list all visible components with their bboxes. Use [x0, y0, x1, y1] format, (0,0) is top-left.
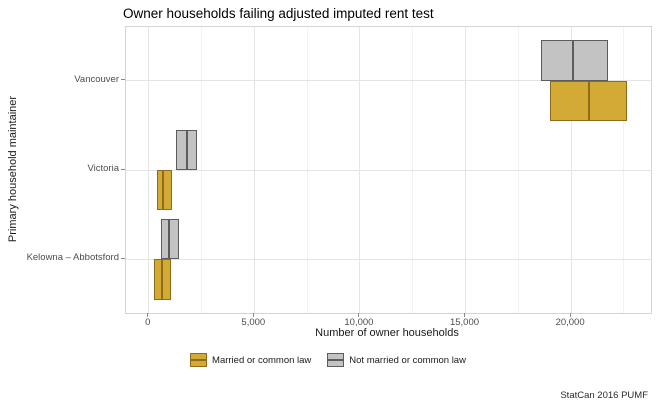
- x-tick-label: 5,000: [241, 317, 266, 328]
- crossbar-married: [549, 80, 627, 121]
- y-tick-label: Kelowna – Abbotsford: [26, 252, 119, 264]
- caption: StatCan 2016 PUMF: [560, 390, 648, 401]
- x-tick-label: 10,000: [344, 317, 374, 328]
- gridline-horizontal-major: [125, 80, 651, 82]
- legend-key-midline: [191, 359, 207, 361]
- y-tick-label: Victoria: [87, 163, 119, 174]
- x-tick-label: 0: [145, 317, 151, 328]
- gridline-horizontal-major: [125, 169, 651, 171]
- plot-panel: [124, 26, 652, 314]
- y-tick-mark: [120, 168, 125, 170]
- x-tick-label: 20,000: [555, 317, 585, 328]
- x-tick-mark: [358, 313, 360, 317]
- legend: Married or common law Not married or comm…: [0, 353, 656, 367]
- crossbar-median-line: [168, 220, 171, 259]
- crossbar-median-line: [587, 81, 590, 120]
- crossbar-median-line: [162, 171, 165, 210]
- gridline-horizontal-major: [125, 258, 651, 260]
- x-tick-mark: [464, 313, 465, 317]
- crossbar-median-line: [160, 260, 163, 299]
- chart-title: Owner households failing adjusted impute…: [123, 6, 434, 21]
- y-tick-mark: [120, 257, 125, 259]
- crossbar-median-line: [571, 41, 574, 80]
- legend-key-midline: [328, 359, 344, 361]
- legend-label: Not married or common law: [349, 354, 466, 366]
- crossbar-not-married: [540, 40, 609, 81]
- legend-key-icon: [190, 353, 208, 367]
- crossbar-married: [154, 259, 172, 300]
- y-tick-mark: [120, 79, 125, 81]
- x-axis-title: Number of owner households: [315, 327, 459, 339]
- legend-item: Married or common law: [190, 353, 311, 367]
- x-tick-mark: [147, 313, 149, 317]
- x-tick-mark: [252, 313, 254, 317]
- crossbar-not-married: [161, 219, 179, 260]
- legend-label: Married or common law: [212, 354, 312, 366]
- y-tick-label: Vancouver: [74, 73, 119, 85]
- legend-item: Not married or common law: [327, 353, 466, 367]
- crossbar-married: [156, 170, 173, 211]
- crossbar-median-line: [185, 130, 188, 169]
- legend-key-icon: [327, 353, 345, 367]
- crossbar-not-married: [176, 129, 198, 170]
- x-tick-mark: [569, 313, 571, 317]
- x-tick-label: 15,000: [449, 317, 480, 328]
